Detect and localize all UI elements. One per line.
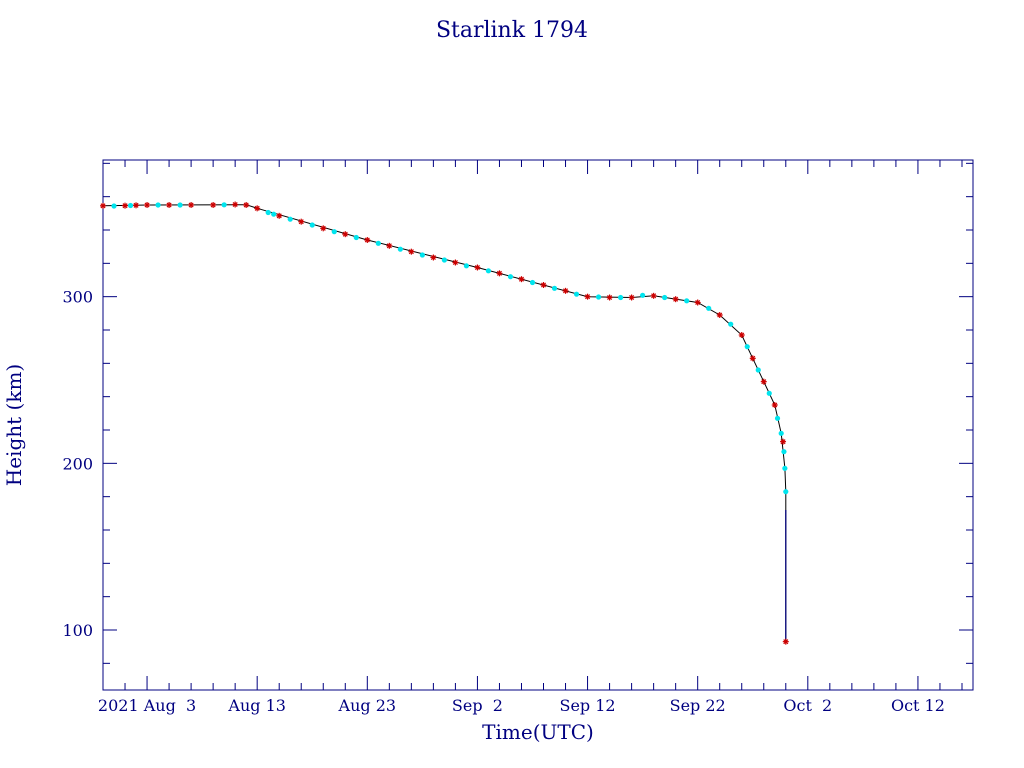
asterisk-marker xyxy=(122,202,129,209)
asterisk-marker xyxy=(606,294,613,301)
dot-marker xyxy=(781,449,787,455)
plot-border xyxy=(102,159,974,691)
asterisk-marker xyxy=(749,355,756,362)
dot-marker xyxy=(265,209,271,216)
dot-marker xyxy=(419,252,425,258)
asterisk-marker xyxy=(452,259,459,266)
dot-marker xyxy=(375,240,381,246)
dot-marker xyxy=(507,274,514,280)
data-markers xyxy=(100,201,789,645)
dot-marker xyxy=(551,285,558,291)
dot-marker xyxy=(485,268,492,274)
dot-marker xyxy=(595,294,602,300)
x-tick-label: Oct 12 xyxy=(891,696,945,715)
asterisk-marker xyxy=(166,202,173,208)
dot-marker xyxy=(127,202,134,209)
asterisk-marker xyxy=(650,292,657,299)
x-tick-label: Sep 12 xyxy=(559,696,615,715)
asterisk-marker xyxy=(276,212,283,219)
dot-marker xyxy=(662,294,668,301)
asterisk-marker xyxy=(342,231,349,238)
y-tick-label: 100 xyxy=(62,621,93,640)
dot-marker xyxy=(441,257,447,263)
dot-marker xyxy=(640,292,646,298)
asterisk-marker xyxy=(243,202,250,208)
asterisk-marker xyxy=(133,202,140,209)
chart-title: Starlink 1794 xyxy=(436,18,588,43)
asterisk-marker xyxy=(210,202,217,208)
dot-marker xyxy=(177,202,183,208)
asterisk-marker xyxy=(518,276,525,283)
x-tick-label: 2021 Aug 3 xyxy=(98,696,196,715)
asterisk-marker xyxy=(298,218,305,225)
y-tick-label: 300 xyxy=(62,288,93,307)
dot-marker xyxy=(774,415,781,421)
dot-marker xyxy=(309,222,315,228)
x-axis-label: Time(UTC) xyxy=(482,720,594,744)
x-axis: 2021 Aug 3 Aug 13 Aug 23 Sep 2 Sep 12 Sep 22 O… xyxy=(98,160,963,715)
asterisk-marker xyxy=(100,202,106,209)
dot-marker xyxy=(353,234,359,241)
asterisk-marker xyxy=(408,248,415,255)
dot-marker xyxy=(766,390,772,396)
x-tick-label: Sep 2 xyxy=(452,696,503,715)
height-trace xyxy=(102,204,787,642)
dot-marker xyxy=(111,203,117,209)
asterisk-marker xyxy=(584,293,591,300)
x-tick-label: Aug 23 xyxy=(338,696,397,715)
height-line xyxy=(102,204,787,642)
asterisk-marker xyxy=(474,264,481,271)
asterisk-marker xyxy=(188,202,195,208)
dot-marker xyxy=(287,216,293,222)
dot-marker xyxy=(529,279,536,286)
asterisk-marker xyxy=(780,438,787,445)
dot-marker xyxy=(706,305,712,311)
y-axis: 100 200 300 xyxy=(62,162,973,664)
asterisk-marker xyxy=(628,294,635,301)
asterisk-marker xyxy=(760,378,767,385)
dot-marker xyxy=(783,489,789,495)
dot-marker xyxy=(617,294,624,301)
dot-marker xyxy=(221,202,227,208)
dot-marker xyxy=(573,291,580,297)
asterisk-marker xyxy=(254,205,261,212)
asterisk-marker xyxy=(320,225,327,232)
dot-marker xyxy=(331,229,337,235)
dot-marker xyxy=(744,344,750,350)
asterisk-marker xyxy=(430,254,437,261)
dot-marker xyxy=(397,246,403,252)
dot-marker xyxy=(155,202,161,208)
asterisk-marker xyxy=(672,296,679,303)
asterisk-marker xyxy=(364,237,371,243)
asterisk-marker xyxy=(562,287,569,294)
asterisk-marker xyxy=(694,299,701,306)
dot-marker xyxy=(271,211,277,217)
dot-marker xyxy=(728,321,734,327)
x-tick-label: Oct 2 xyxy=(783,696,832,715)
dot-marker xyxy=(778,430,784,436)
asterisk-marker xyxy=(782,638,789,645)
asterisk-marker xyxy=(386,242,393,249)
dot-marker xyxy=(463,263,470,269)
y-tick-label: 200 xyxy=(62,454,93,473)
asterisk-marker xyxy=(496,270,503,277)
y-axis-label: Height (km) xyxy=(2,364,26,486)
asterisk-marker xyxy=(738,332,745,338)
asterisk-marker xyxy=(144,202,151,208)
x-tick-label: Sep 22 xyxy=(670,696,726,715)
plot-frame xyxy=(102,159,974,691)
dot-marker xyxy=(684,298,690,304)
asterisk-marker xyxy=(232,201,239,208)
x-tick-label: Aug 13 xyxy=(227,696,286,715)
asterisk-marker xyxy=(540,282,547,288)
dot-marker xyxy=(782,465,788,471)
asterisk-marker xyxy=(716,312,723,318)
dot-marker xyxy=(755,367,761,373)
asterisk-marker xyxy=(771,402,778,408)
